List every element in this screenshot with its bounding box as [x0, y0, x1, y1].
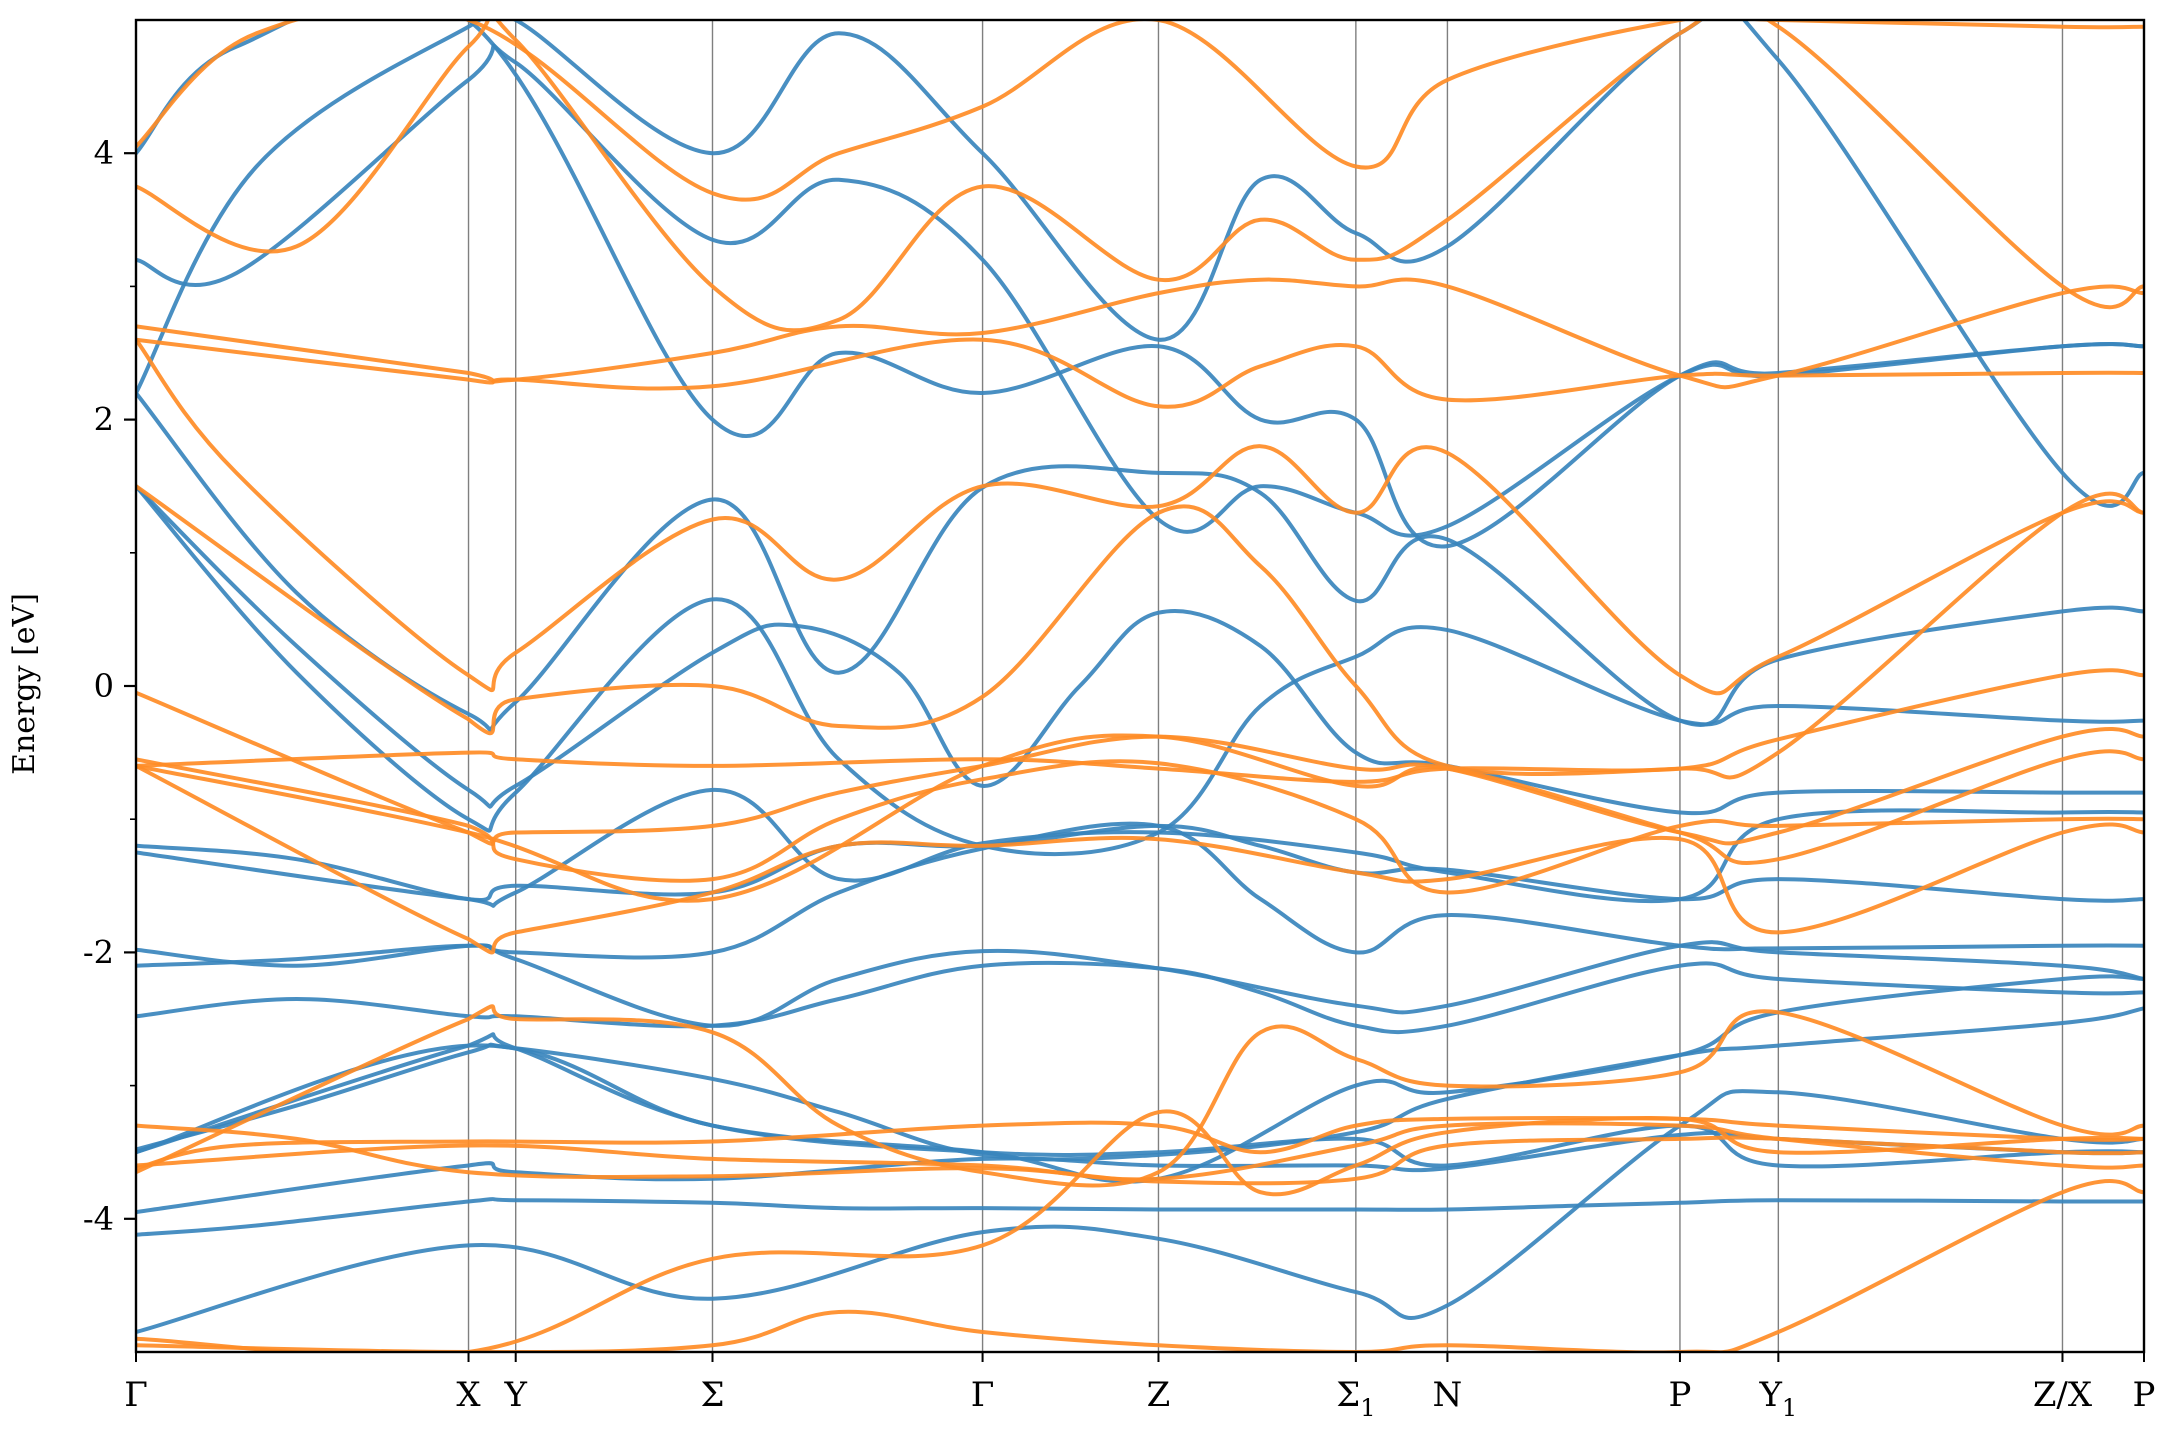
- band-line-orange: [136, 1004, 2144, 1188]
- x-axis-kpoint-labels: Γ X Y Σ Γ Z Σ1 N P Y1 Z/X P: [124, 1352, 2155, 1422]
- band-lines: [136, 20, 2144, 1352]
- band-series-blue: [136, 20, 2144, 1334]
- x-tick-label: Z/X: [2033, 1375, 2093, 1415]
- y-axis-ticks: -4 -2 0 2 4: [83, 134, 136, 1238]
- y-tick-label: 0: [94, 667, 114, 705]
- x-tick-label: Σ1: [1336, 1375, 1375, 1422]
- band-line-blue: [136, 391, 2144, 732]
- band-line-blue: [136, 20, 2144, 508]
- x-tick-label: Z: [1147, 1375, 1171, 1415]
- band-line-blue: [136, 1196, 2144, 1237]
- band-line-orange: [136, 763, 2144, 955]
- band-line-blue: [136, 43, 2144, 538]
- y-axis-label: Energy [eV]: [7, 593, 42, 775]
- band-line-orange: [136, 757, 2144, 895]
- band-line-blue: [136, 823, 2144, 903]
- band-line-orange: [136, 337, 2144, 696]
- x-tick-label: P: [1669, 1375, 1692, 1415]
- band-line-blue: [136, 1032, 2144, 1169]
- x-tick-label: Y1: [1758, 1375, 1797, 1422]
- band-line-orange: [136, 668, 2144, 784]
- band-line-orange: [136, 337, 2144, 409]
- x-tick-label: Γ: [124, 1375, 148, 1415]
- band-line-blue: [136, 974, 2144, 1184]
- band-line-orange: [136, 20, 2144, 202]
- band-line-orange: [136, 733, 2144, 903]
- band-line-blue: [136, 484, 2144, 816]
- x-tick-label: Γ: [971, 1375, 995, 1415]
- y-tick-label: 2: [94, 401, 114, 439]
- band-line-orange: [136, 277, 2144, 390]
- band-line-blue: [136, 1006, 2144, 1162]
- x-tick-label: Y: [503, 1375, 527, 1415]
- band-line-orange: [136, 1109, 2144, 1352]
- x-tick-label: X: [456, 1375, 481, 1415]
- y-tick-label: -4: [83, 1200, 114, 1238]
- band-line-orange: [136, 1116, 2144, 1171]
- band-line-orange: [136, 1121, 2144, 1182]
- band-line-blue: [136, 484, 2144, 857]
- x-tick-label: P: [2133, 1375, 2156, 1415]
- band-line-orange: [136, 484, 2144, 780]
- band-line-blue: [136, 20, 2144, 549]
- x-tick-label: N: [1433, 1375, 1463, 1415]
- band-line-blue: [136, 787, 2144, 908]
- y-tick-label: -2: [83, 933, 114, 971]
- band-line-blue: [136, 1089, 2144, 1334]
- band-line-orange: [136, 20, 2144, 333]
- y-tick-label: 4: [94, 134, 114, 172]
- x-tick-label: Σ: [700, 1375, 724, 1415]
- band-line-blue: [136, 960, 2144, 1035]
